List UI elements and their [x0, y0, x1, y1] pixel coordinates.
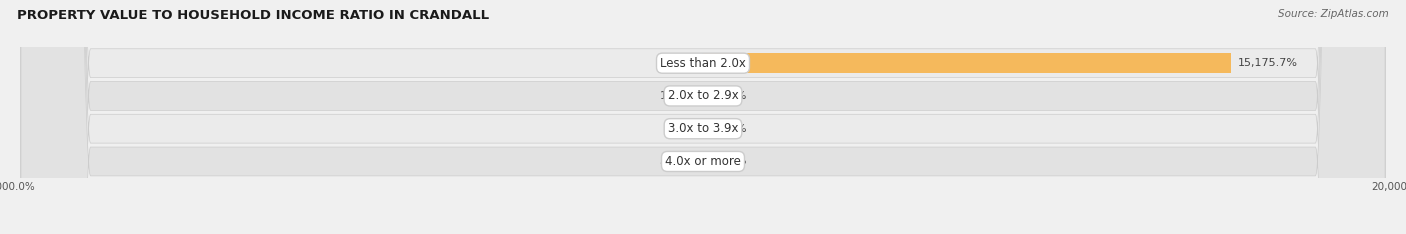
Bar: [703, 53, 1232, 73]
Text: Source: ZipAtlas.com: Source: ZipAtlas.com: [1278, 9, 1389, 19]
Text: 18.5%: 18.5%: [659, 91, 696, 101]
Text: 4.0x or more: 4.0x or more: [665, 155, 741, 168]
Text: 22.6%: 22.6%: [711, 157, 747, 166]
FancyBboxPatch shape: [21, 0, 1385, 234]
Text: PROPERTY VALUE TO HOUSEHOLD INCOME RATIO IN CRANDALL: PROPERTY VALUE TO HOUSEHOLD INCOME RATIO…: [17, 9, 489, 22]
Text: 4.9%: 4.9%: [668, 124, 696, 134]
Text: 15,175.7%: 15,175.7%: [1239, 58, 1298, 68]
Text: 33.9%: 33.9%: [711, 91, 747, 101]
Text: 24.5%: 24.5%: [711, 124, 747, 134]
FancyBboxPatch shape: [21, 0, 1385, 234]
FancyBboxPatch shape: [21, 0, 1385, 234]
Text: 36.3%: 36.3%: [659, 157, 695, 166]
Text: 3.0x to 3.9x: 3.0x to 3.9x: [668, 122, 738, 135]
Text: Less than 2.0x: Less than 2.0x: [659, 57, 747, 70]
FancyBboxPatch shape: [21, 0, 1385, 234]
Text: 2.0x to 2.9x: 2.0x to 2.9x: [668, 89, 738, 102]
Text: 37.9%: 37.9%: [659, 58, 695, 68]
